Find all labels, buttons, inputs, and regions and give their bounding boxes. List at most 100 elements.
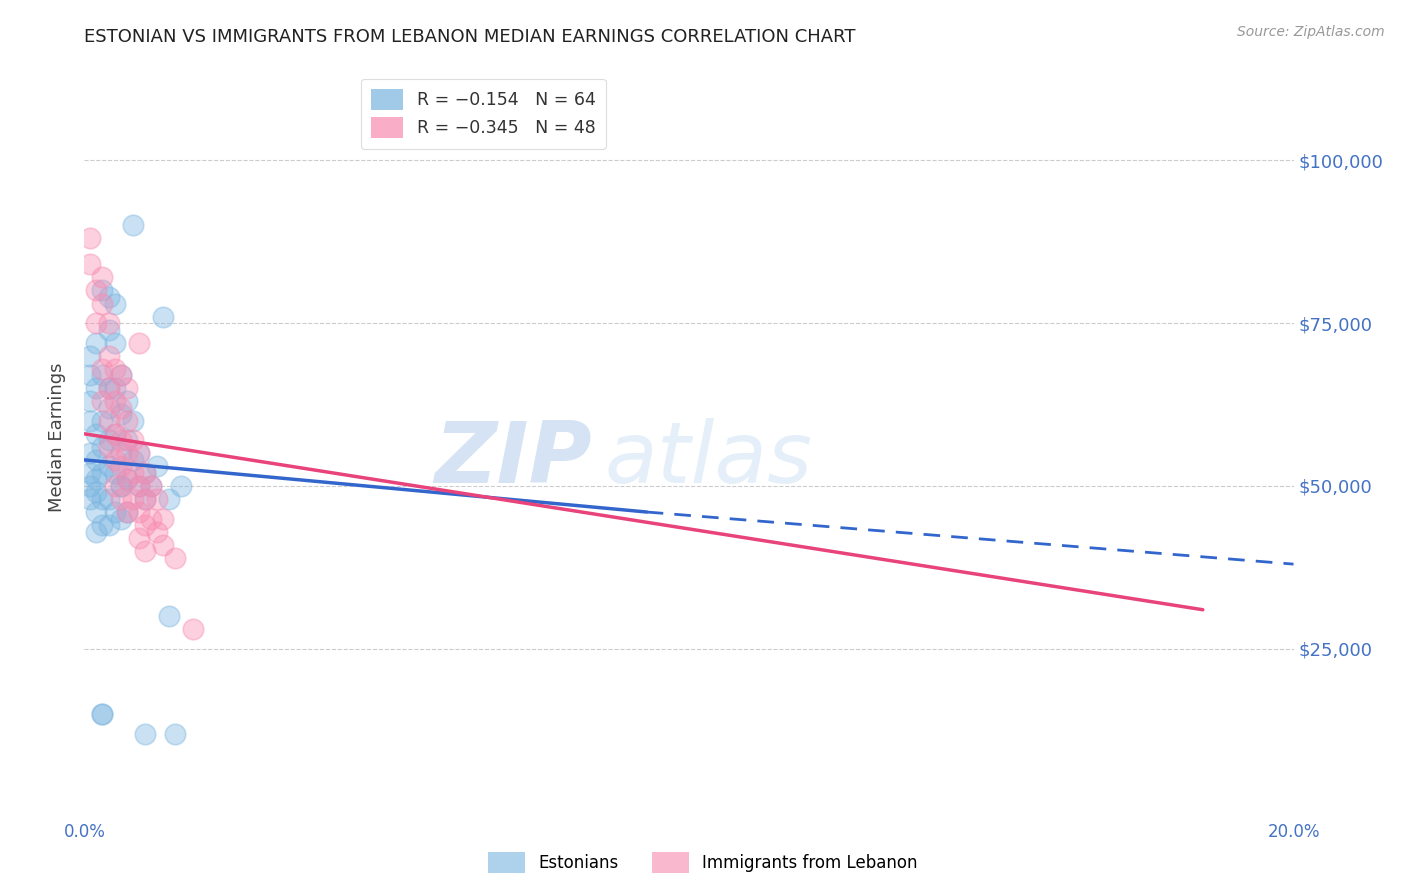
Legend: R = −0.154   N = 64, R = −0.345   N = 48: R = −0.154 N = 64, R = −0.345 N = 48: [361, 78, 606, 149]
Point: [91, 440, 114, 454]
Point: [115, 505, 138, 519]
Point: [86, 335, 108, 350]
Point: [134, 544, 156, 558]
Point: [152, 538, 174, 552]
Point: [115, 394, 138, 409]
Point: [128, 446, 150, 460]
Point: [134, 491, 156, 506]
Point: [86, 485, 108, 500]
Point: [86, 505, 108, 519]
Point: [104, 381, 127, 395]
Point: [115, 381, 138, 395]
Point: [115, 472, 138, 486]
Point: [91, 361, 114, 376]
Point: [134, 726, 156, 740]
Point: [110, 491, 132, 506]
Point: [97, 401, 120, 415]
Point: [115, 414, 138, 428]
Text: atlas: atlas: [605, 418, 813, 501]
Text: ESTONIAN VS IMMIGRANTS FROM LEBANON MEDIAN EARNINGS CORRELATION CHART: ESTONIAN VS IMMIGRANTS FROM LEBANON MEDI…: [84, 28, 856, 45]
Point: [104, 426, 127, 441]
Point: [104, 335, 127, 350]
Point: [86, 284, 108, 298]
Point: [91, 284, 114, 298]
Point: [91, 466, 114, 480]
Point: [128, 335, 150, 350]
Point: [91, 706, 114, 721]
Point: [104, 296, 127, 310]
Point: [91, 518, 114, 533]
Point: [79, 394, 101, 409]
Point: [152, 511, 174, 525]
Point: [165, 726, 187, 740]
Point: [134, 491, 156, 506]
Point: [110, 368, 132, 383]
Point: [104, 394, 127, 409]
Point: [97, 290, 120, 304]
Point: [115, 472, 138, 486]
Point: [146, 459, 169, 474]
Point: [86, 472, 108, 486]
Point: [86, 524, 108, 539]
Point: [165, 550, 187, 565]
Point: [91, 414, 114, 428]
Point: [97, 381, 120, 395]
Point: [104, 479, 127, 493]
Point: [86, 453, 108, 467]
Point: [121, 414, 143, 428]
Point: [121, 491, 143, 506]
Point: [97, 381, 120, 395]
Point: [121, 434, 143, 448]
Point: [97, 414, 120, 428]
Point: [128, 531, 150, 545]
Point: [139, 479, 162, 493]
Point: [86, 381, 108, 395]
Point: [97, 322, 120, 336]
Point: [110, 401, 132, 415]
Point: [110, 446, 132, 460]
Point: [139, 479, 162, 493]
Point: [97, 349, 120, 363]
Point: [79, 466, 101, 480]
Point: [86, 426, 108, 441]
Point: [97, 440, 120, 454]
Point: [157, 609, 180, 624]
Point: [128, 505, 150, 519]
Point: [97, 491, 120, 506]
Point: [79, 349, 101, 363]
Point: [152, 310, 174, 324]
Point: [91, 368, 114, 383]
Point: [110, 407, 132, 421]
Point: [97, 518, 120, 533]
Point: [115, 434, 138, 448]
Point: [79, 479, 101, 493]
Point: [128, 479, 150, 493]
Point: [79, 257, 101, 271]
Point: [170, 479, 193, 493]
Y-axis label: Median Earnings: Median Earnings: [48, 362, 66, 512]
Point: [121, 219, 143, 233]
Point: [97, 316, 120, 330]
Point: [115, 505, 138, 519]
Point: [91, 270, 114, 285]
Point: [104, 505, 127, 519]
Point: [91, 296, 114, 310]
Point: [91, 706, 114, 721]
Point: [104, 426, 127, 441]
Point: [104, 453, 127, 467]
Point: [79, 414, 101, 428]
Point: [104, 466, 127, 480]
Point: [134, 518, 156, 533]
Point: [79, 368, 101, 383]
Point: [91, 394, 114, 409]
Text: ZIP: ZIP: [434, 418, 592, 501]
Point: [146, 524, 169, 539]
Point: [121, 453, 143, 467]
Point: [110, 434, 132, 448]
Point: [110, 511, 132, 525]
Point: [115, 446, 138, 460]
Point: [79, 446, 101, 460]
Point: [79, 231, 101, 245]
Point: [139, 511, 162, 525]
Point: [128, 479, 150, 493]
